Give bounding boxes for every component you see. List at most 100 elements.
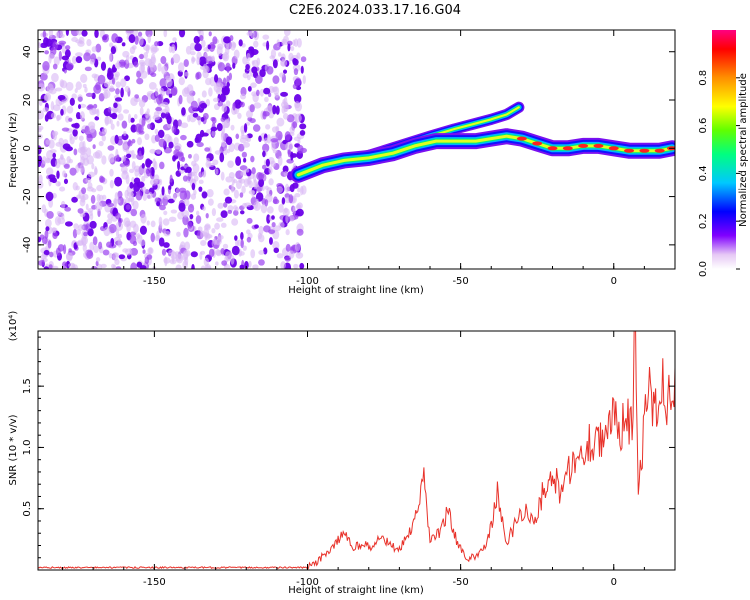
noise-speck	[65, 81, 74, 91]
colorbar-label: Normalized spectral amplitude	[738, 73, 749, 227]
noise-speck	[96, 108, 100, 118]
ridge-peak	[578, 143, 589, 148]
noise-speck	[115, 212, 121, 220]
noise-speck	[235, 180, 242, 190]
noise-speck	[85, 177, 92, 184]
noise-speck	[45, 226, 50, 232]
noise-speck	[41, 204, 47, 214]
noise-speck	[159, 78, 167, 88]
noise-speck	[151, 46, 159, 53]
noise-speck	[268, 178, 274, 186]
noise-speck	[239, 93, 247, 100]
noise-speck	[50, 112, 57, 119]
noise-speck	[219, 93, 226, 103]
noise-speck	[107, 145, 115, 151]
noise-speck	[52, 231, 58, 240]
noise-speck	[197, 230, 201, 237]
noise-speck	[71, 93, 77, 100]
noise-speck	[143, 51, 149, 59]
noise-speck	[123, 130, 127, 136]
noise-speck	[191, 160, 197, 167]
noise-speck	[89, 213, 94, 221]
noise-speck	[104, 116, 112, 125]
noise-speck	[222, 243, 229, 250]
noise-speck	[94, 116, 100, 121]
noise-speck	[266, 40, 270, 51]
noise-speck	[271, 142, 276, 151]
noise-speck	[220, 247, 225, 255]
noise-speck	[245, 229, 251, 235]
noise-speck	[75, 56, 83, 64]
noise-speck	[81, 187, 87, 195]
noise-speck	[277, 52, 282, 57]
noise-speck	[290, 151, 294, 161]
noise-speck	[250, 49, 259, 56]
noise-speck	[84, 125, 90, 136]
noise-speck	[59, 33, 65, 39]
noise-speck	[242, 141, 251, 148]
noise-speck	[300, 56, 307, 63]
noise-speck	[80, 73, 88, 83]
snr-scale-label: (x10⁴)	[8, 311, 19, 342]
noise-speck	[124, 85, 130, 93]
noise-speck	[133, 61, 139, 68]
noise-speck	[47, 240, 52, 249]
noise-speck	[76, 30, 82, 36]
noise-speck	[111, 112, 118, 120]
noise-speck	[95, 43, 102, 53]
noise-speck	[73, 122, 80, 129]
noise-speck	[63, 163, 70, 169]
noise-speck	[294, 242, 301, 252]
noise-speck	[287, 149, 291, 155]
noise-speck	[251, 60, 255, 65]
noise-speck	[74, 88, 78, 94]
noise-speck	[117, 136, 123, 141]
noise-speck	[215, 261, 219, 266]
noise-speck	[45, 191, 54, 202]
noise-speck	[191, 56, 195, 64]
noise-speck	[108, 153, 115, 164]
noise-speck	[87, 171, 96, 178]
noise-speck	[68, 248, 72, 253]
noise-speck	[130, 97, 138, 107]
noise-speck	[128, 34, 136, 44]
noise-speck	[205, 266, 212, 269]
noise-speck	[210, 126, 218, 132]
noise-speck	[225, 251, 231, 261]
noise-speck	[282, 98, 286, 105]
noise-speck	[168, 141, 174, 149]
noise-speck	[139, 59, 145, 65]
noise-speck	[282, 113, 289, 120]
noise-speck	[258, 225, 264, 235]
noise-speck	[259, 88, 265, 97]
noise-speck	[246, 217, 253, 224]
noise-speck	[108, 85, 115, 93]
noise-speck	[224, 196, 233, 204]
noise-speck	[136, 137, 143, 146]
noise-speck	[230, 183, 234, 193]
noise-speck	[201, 90, 207, 98]
noise-speck	[270, 138, 279, 143]
noise-speck	[138, 36, 144, 46]
noise-speck	[58, 50, 62, 61]
noise-speck	[102, 249, 110, 256]
noise-speck	[46, 149, 54, 160]
noise-speck	[263, 137, 269, 144]
noise-speck	[81, 30, 88, 37]
noise-speck	[253, 30, 260, 41]
noise-speck	[69, 97, 75, 106]
noise-speck	[89, 58, 96, 65]
noise-speck	[103, 89, 111, 99]
noise-speck	[208, 42, 216, 52]
noise-speck	[242, 72, 249, 79]
noise-speck	[136, 261, 143, 268]
noise-speck	[166, 114, 172, 125]
noise-speck	[180, 134, 187, 141]
noise-speck	[294, 113, 302, 123]
ridge-peak	[532, 141, 543, 146]
noise-speck	[77, 224, 85, 231]
noise-speck	[148, 82, 157, 90]
noise-speck	[288, 250, 295, 259]
noise-speck	[178, 62, 185, 73]
noise-speck	[238, 39, 243, 47]
